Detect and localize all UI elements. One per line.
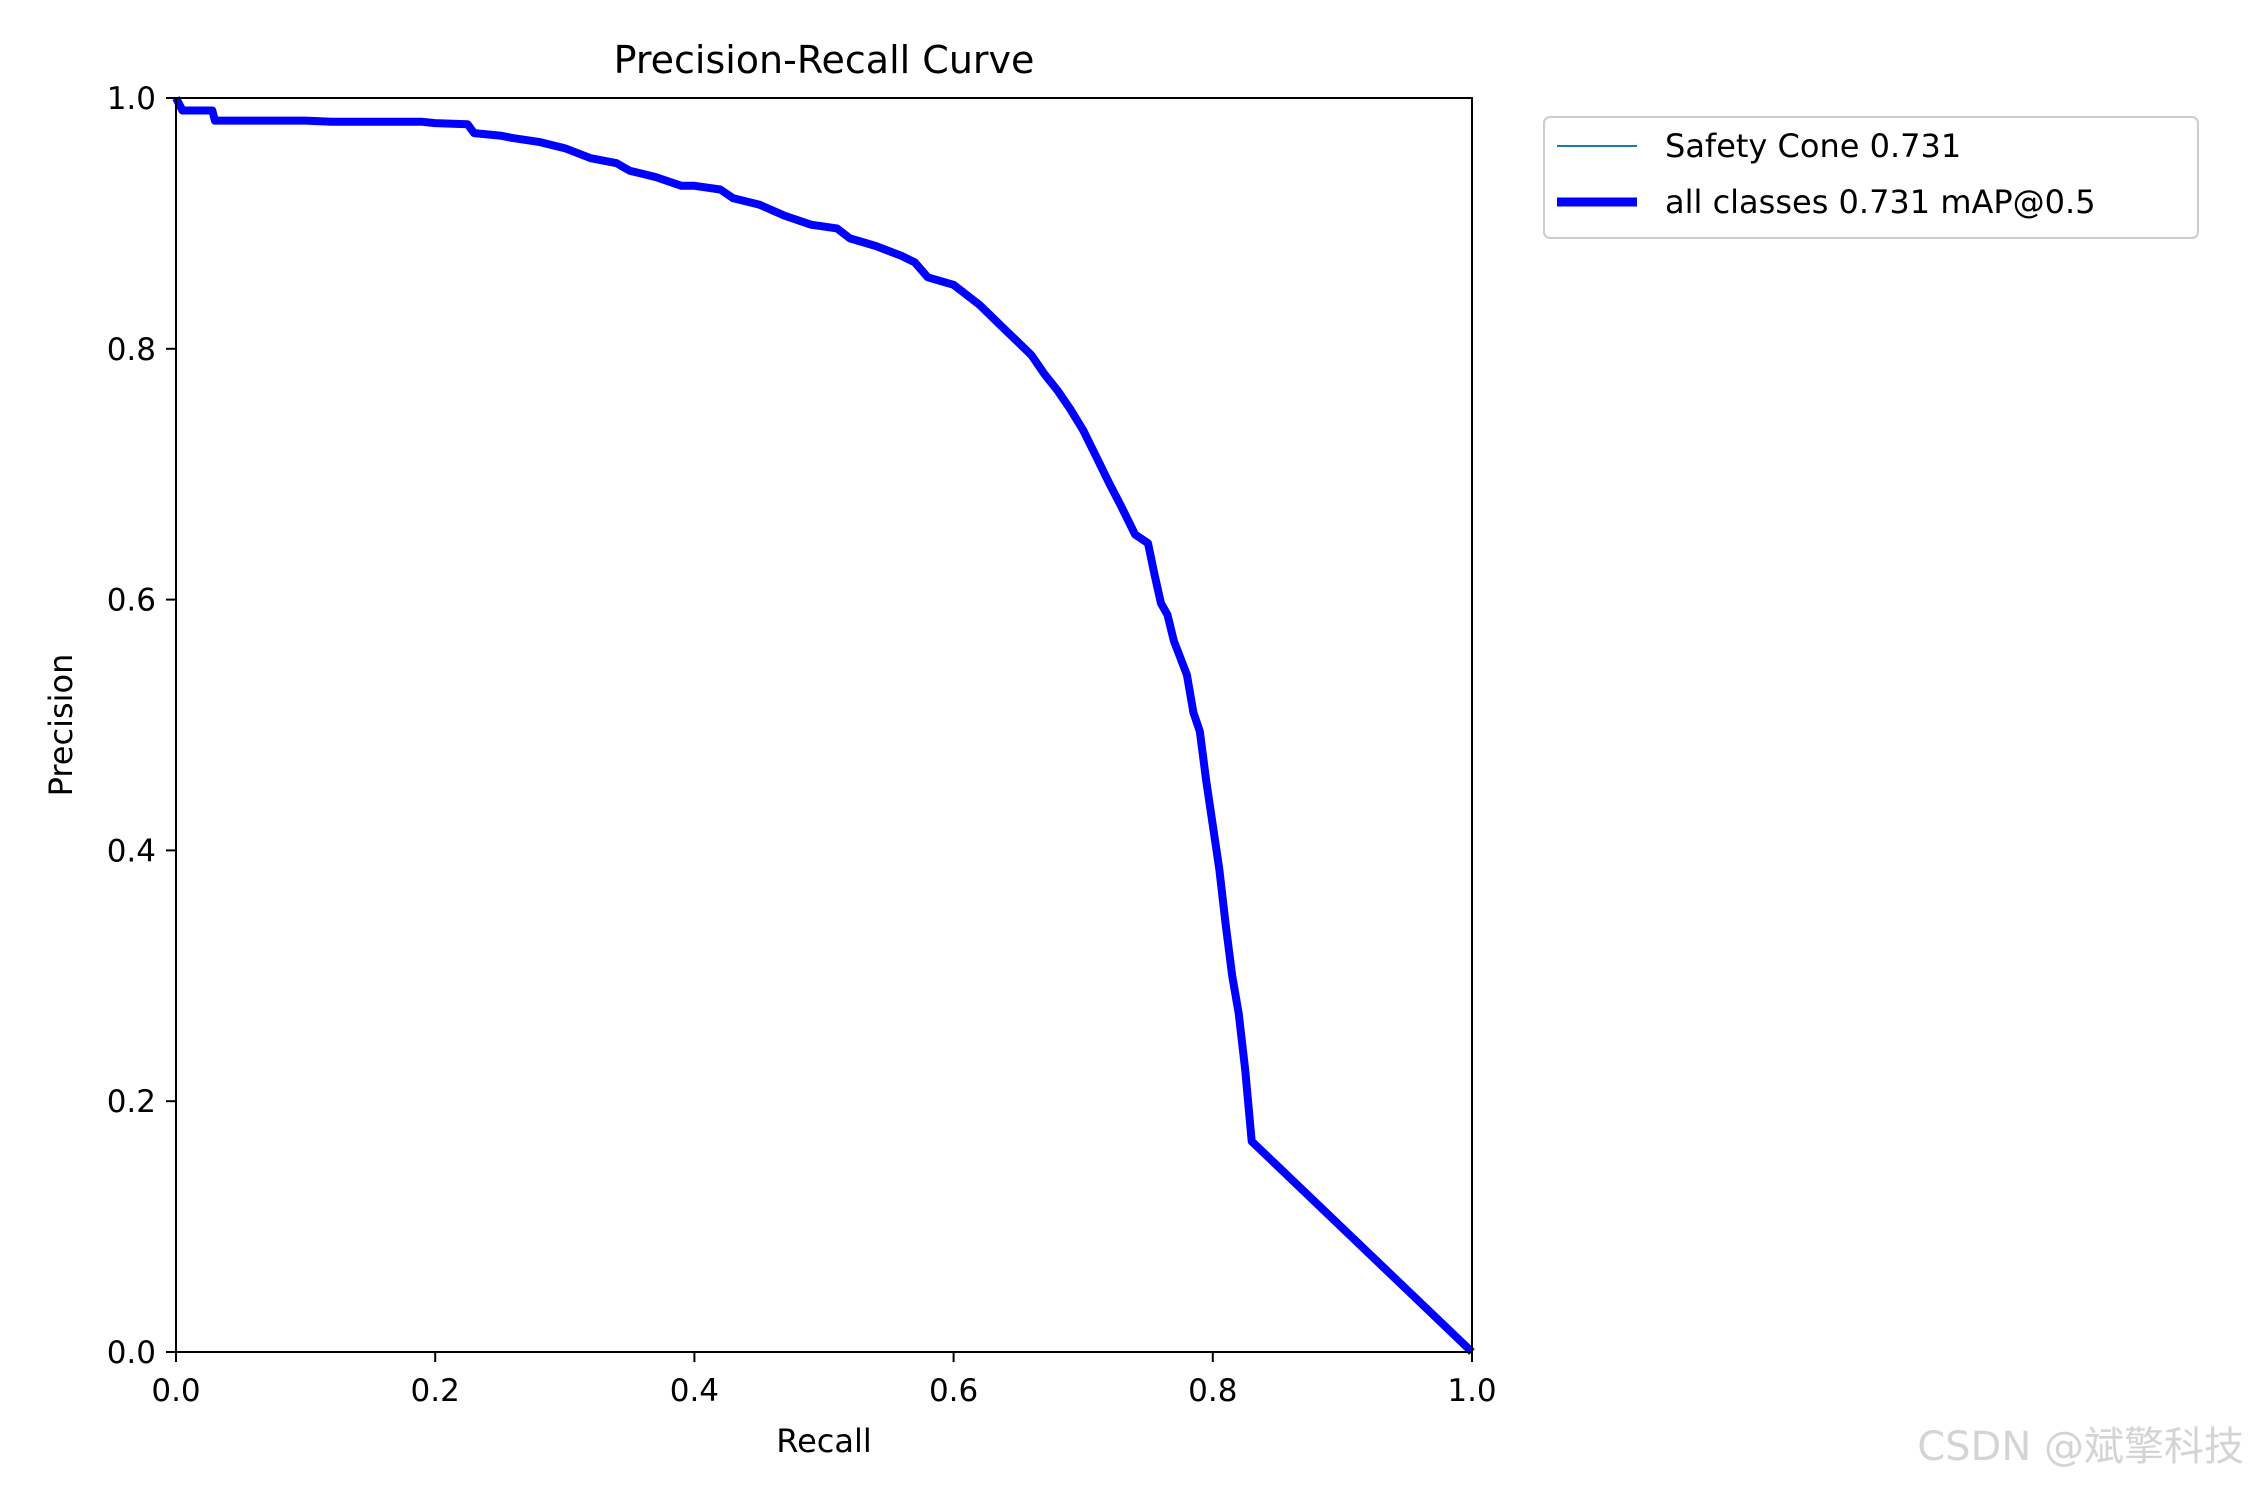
x-tick-label: 0.6 [929,1373,978,1409]
y-tick-label: 0.2 [107,1084,156,1120]
x-axis-label: Recall [776,1422,871,1460]
y-tick-label: 0.4 [107,833,156,869]
series-line-all-classes [172,96,1475,1355]
x-tick-label: 0.4 [670,1373,719,1409]
legend: Safety Cone 0.731 all classes 0.731 mAP@… [1543,116,2199,239]
plot-frame [175,97,1473,1353]
legend-label-safety-cone: Safety Cone 0.731 [1665,127,1961,165]
y-tick-label: 0.8 [107,332,156,368]
legend-box [1543,116,2199,239]
x-tick-label: 0.2 [411,1373,460,1409]
y-tick-label: 0.0 [107,1335,156,1371]
y-axis-label: Precision [42,654,80,797]
plot-area [172,96,1475,1355]
x-tick-label: 0.0 [151,1373,200,1409]
legend-label-all-classes: all classes 0.731 mAP@0.5 [1665,183,2096,221]
y-axis-ticks: 0.0 0.2 0.4 0.6 0.8 1.0 [107,81,176,1371]
x-tick-label: 0.8 [1188,1373,1237,1409]
y-tick-label: 0.6 [107,583,156,619]
x-tick-label: 1.0 [1447,1373,1496,1409]
series-lines [172,96,1475,1355]
chart-title: Precision-Recall Curve [614,38,1035,82]
x-axis-ticks: 0.0 0.2 0.4 0.6 0.8 1.0 [151,1352,1497,1409]
y-tick-label: 1.0 [107,81,156,117]
watermark: CSDN @斌擎科技 [1917,1424,2244,1470]
